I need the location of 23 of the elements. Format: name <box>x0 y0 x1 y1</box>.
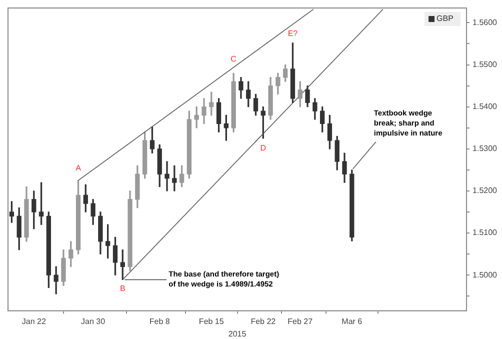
annotation: B <box>120 284 126 293</box>
y-tick-label: 1.5500 <box>472 60 498 69</box>
legend-label: GBP <box>436 14 454 24</box>
x-tick-label: Feb 22 <box>250 316 276 326</box>
y-tick-label: 1.5600 <box>472 18 498 27</box>
candlestick <box>54 266 58 294</box>
y-tick-label: 1.5200 <box>472 186 498 196</box>
candlestick <box>164 161 170 192</box>
x-axis-title: 2015 <box>228 329 247 338</box>
x-tick-label: Feb 8 <box>149 316 170 326</box>
x-tick-label: Mar 6 <box>342 316 363 326</box>
annotation: D <box>260 144 266 153</box>
x-tick-label: Jan 30 <box>81 316 106 326</box>
annotation: C <box>230 54 237 64</box>
x-tick-label: Feb 27 <box>288 316 314 326</box>
y-tick-label: 1.5400 <box>472 102 498 112</box>
annotation: A <box>76 164 82 173</box>
annotation: E? <box>288 29 298 38</box>
y-tick-label: 1.5300 <box>472 144 498 154</box>
y-tick-label: 1.5000 <box>472 270 498 280</box>
x-tick-label: Jan 22 <box>22 316 46 326</box>
y-tick-label: 1.5100 <box>472 228 498 238</box>
x-tick-label: Feb 15 <box>198 316 224 326</box>
